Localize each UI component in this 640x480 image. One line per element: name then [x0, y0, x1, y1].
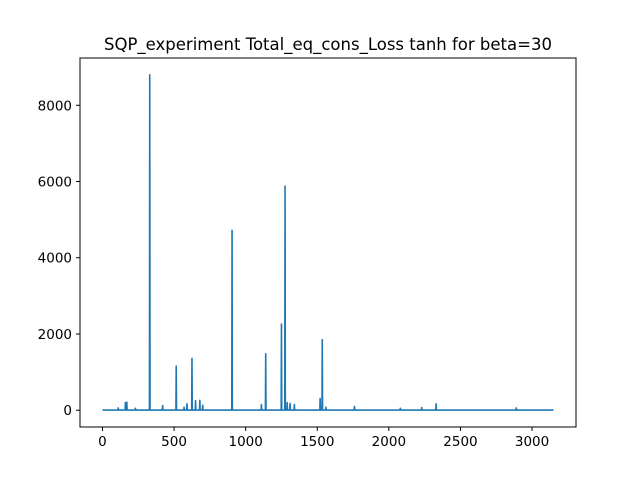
y-tick-label: 6000: [38, 175, 72, 191]
y-tick-label: 2000: [38, 327, 72, 343]
x-tick-label: 0: [98, 434, 107, 450]
series-line: [102, 73, 554, 411]
x-tick-label: 3000: [515, 434, 549, 450]
chart-title: SQP_experiment Total_eq_cons_Loss tanh f…: [104, 35, 552, 55]
x-tick-label: 500: [161, 434, 187, 450]
x-tick-label: 2000: [372, 434, 406, 450]
y-tick-label: 4000: [38, 251, 72, 267]
y-tick-label: 8000: [38, 98, 72, 114]
axes-frame: [79, 57, 577, 428]
x-tick-label: 1500: [300, 434, 334, 450]
y-tick-label: 0: [63, 403, 72, 419]
y-axis: 0 2000 4000 6000 8000: [38, 98, 80, 419]
plot-area: [102, 73, 554, 411]
x-axis: 0 500 1000 1500 2000 2500 3000: [98, 427, 549, 450]
x-tick-label: 2500: [443, 434, 477, 450]
x-tick-label: 1000: [228, 434, 262, 450]
